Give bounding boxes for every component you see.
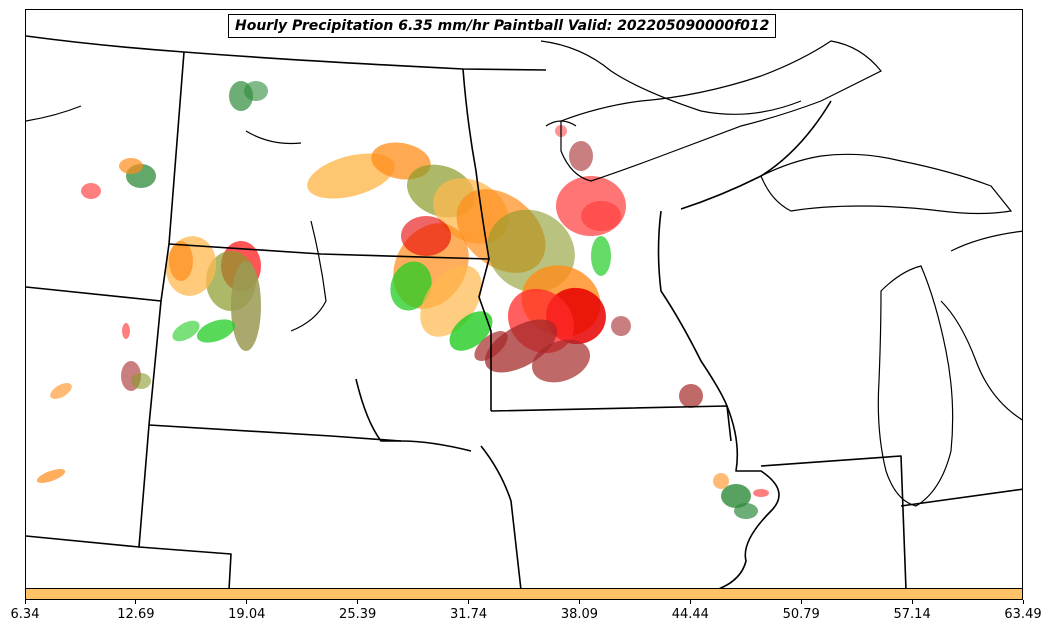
map-title: Hourly Precipitation 6.35 mm/hr Paintbal… [228, 14, 777, 38]
precip-blob [231, 261, 261, 351]
map-panel [25, 9, 1023, 589]
precip-blob [721, 484, 751, 508]
colorbar-tick-label: 12.69 [117, 607, 155, 622]
iowa-border [490, 405, 732, 442]
precip-blob [679, 384, 703, 408]
precip-blob [734, 503, 758, 519]
colorbar-tick-label: 19.04 [228, 607, 266, 622]
colorbar-tick-label: 6.34 [10, 607, 40, 622]
mn-lake [545, 120, 577, 127]
precip-blob [531, 339, 591, 383]
colorbar-tick-label: 57.14 [893, 607, 931, 622]
colorbar-tick [1022, 600, 1024, 604]
precip-blob [172, 320, 200, 342]
precip-blob [484, 319, 558, 373]
montana-lake [245, 130, 302, 145]
missouri-river [355, 378, 472, 452]
precip-blob [119, 158, 143, 174]
michigan-upper-peninsula [760, 153, 1013, 215]
colorbar-tick-label: 31.74 [449, 607, 488, 622]
nd-sd-border [168, 243, 490, 260]
colorbar-tick [135, 600, 137, 604]
precip-blob [196, 319, 236, 343]
precip-blob [244, 81, 268, 101]
precip-blob [569, 141, 593, 171]
colorbar-tick [357, 600, 359, 604]
indiana-ohio-border [900, 488, 1022, 507]
colorbar-tick [911, 600, 913, 604]
colorbar-tick [468, 600, 470, 604]
illinois-border [718, 405, 780, 588]
precip-blob [390, 261, 432, 311]
colorbar-tick [24, 600, 26, 604]
colorbar-tick-label: 63.49 [1004, 607, 1042, 622]
precip-blob [591, 236, 611, 276]
il-in-border [760, 455, 907, 588]
colorbar-tick [689, 600, 691, 604]
colorbar-tick-label: 50.79 [782, 607, 820, 622]
precip-blob [581, 201, 621, 231]
colorbar [25, 588, 1023, 600]
precip-blob [36, 469, 66, 483]
colorbar-tick-label: 25.39 [339, 607, 377, 622]
precip-blob [50, 383, 72, 399]
wyoming-border [26, 286, 232, 588]
colorbar-tick [800, 600, 802, 604]
michigan-lower-peninsula [940, 230, 1022, 421]
lake-winnipeg-shore [540, 40, 802, 115]
colorado-border [26, 535, 140, 548]
montana-border-north [26, 35, 547, 71]
lake-superior-outline [560, 40, 882, 182]
lake-michigan-outline [877, 265, 954, 507]
precip-blob [81, 183, 101, 199]
precipitation-map [26, 35, 1022, 588]
precip-blob [401, 216, 451, 256]
precip-blob [611, 316, 631, 336]
paintball-precip-layer [36, 81, 769, 519]
precip-blob [449, 311, 493, 351]
precip-blob [122, 323, 130, 339]
iowa-missouri-border [480, 445, 522, 588]
colorbar-tick-label: 38.09 [560, 607, 599, 622]
sd-ne-border [148, 424, 402, 442]
colorbar-tick [578, 600, 580, 604]
dakota-lake [26, 105, 82, 122]
precip-blob [307, 153, 395, 199]
wi-upper-border [680, 100, 832, 210]
colorbar-tick-label: 44.44 [671, 607, 709, 622]
lake-outlines [26, 40, 1022, 507]
precip-blob [753, 489, 769, 497]
precip-blob [131, 373, 151, 389]
wisconsin-border [657, 210, 728, 407]
colorbar-tick [246, 600, 248, 604]
mn-west-border [462, 68, 492, 411]
precip-blob [713, 473, 729, 489]
sd-river [290, 220, 327, 332]
precip-blob [169, 241, 193, 281]
